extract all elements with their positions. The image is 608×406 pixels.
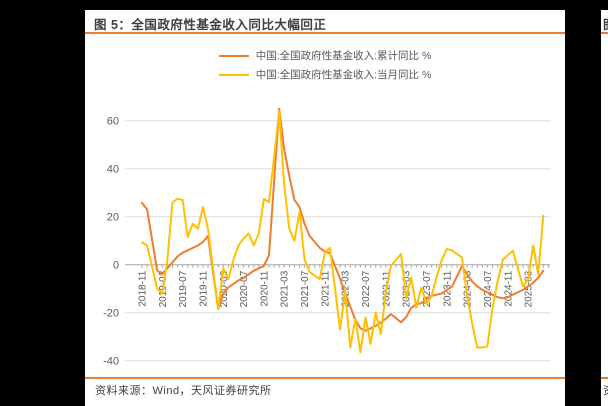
adjacent-figure-title-fragment: 图	[603, 14, 608, 33]
svg-text:2019-11: 2019-11	[199, 270, 210, 306]
adjacent-source-accent-rule	[601, 377, 608, 379]
legend-item-monthly: 中国:全国政府性基金收入:当月同比 %	[218, 67, 432, 82]
svg-text:0: 0	[113, 260, 119, 272]
svg-text:2022-03: 2022-03	[341, 270, 352, 307]
svg-text:2024-03: 2024-03	[463, 270, 474, 307]
title-accent-rule	[85, 32, 565, 34]
svg-text:20: 20	[107, 212, 119, 224]
svg-text:2024-11: 2024-11	[503, 270, 514, 306]
legend-label-cumulative: 中国:全国政府性基金收入:累计同比 %	[255, 50, 432, 62]
svg-text:2020-07: 2020-07	[239, 270, 250, 307]
figure-title: 图 5：全国政府性基金收入同比大幅回正	[94, 18, 327, 32]
svg-text:2021-11: 2021-11	[320, 270, 331, 306]
svg-text:2022-07: 2022-07	[361, 270, 372, 307]
chart-legend: 中国:全国政府性基金收入:累计同比 % 中国:全国政府性基金收入:当月同比 %	[85, 48, 565, 82]
adjacent-title-accent-rule	[601, 32, 608, 34]
svg-text:40: 40	[107, 164, 119, 176]
legend-label-monthly: 中国:全国政府性基金收入:当月同比 %	[255, 69, 432, 81]
source-text: 资料来源：Wind，天风证券研究所	[95, 385, 272, 397]
cumulative-line-swatch	[218, 54, 249, 57]
svg-text:2021-03: 2021-03	[280, 270, 291, 307]
svg-text:2018-11: 2018-11	[138, 270, 149, 306]
svg-text:2023-03: 2023-03	[402, 270, 413, 307]
svg-text:2020-11: 2020-11	[259, 270, 270, 306]
svg-text:-20: -20	[103, 308, 119, 320]
svg-text:2024-07: 2024-07	[483, 270, 494, 307]
legend-item-cumulative: 中国:全国政府性基金收入:累计同比 %	[218, 48, 432, 63]
svg-text:2019-07: 2019-07	[178, 270, 189, 307]
figure-card: 60 40 20 0 -20 -40 2018-11 2019-03 2019-07 2019-1…	[85, 10, 565, 406]
svg-text:2025-03: 2025-03	[524, 270, 535, 307]
svg-text:2021-07: 2021-07	[300, 270, 311, 307]
source-accent-rule	[85, 377, 565, 379]
adjacent-source-fragment: 资	[603, 382, 608, 398]
svg-text:2023-07: 2023-07	[422, 270, 433, 307]
monthly-line-swatch	[218, 73, 249, 76]
svg-text:-40: -40	[103, 356, 119, 368]
svg-text:2020-03: 2020-03	[219, 270, 230, 307]
adjacent-figure-sliver: 图 资	[601, 10, 608, 406]
svg-text:60: 60	[107, 116, 119, 128]
